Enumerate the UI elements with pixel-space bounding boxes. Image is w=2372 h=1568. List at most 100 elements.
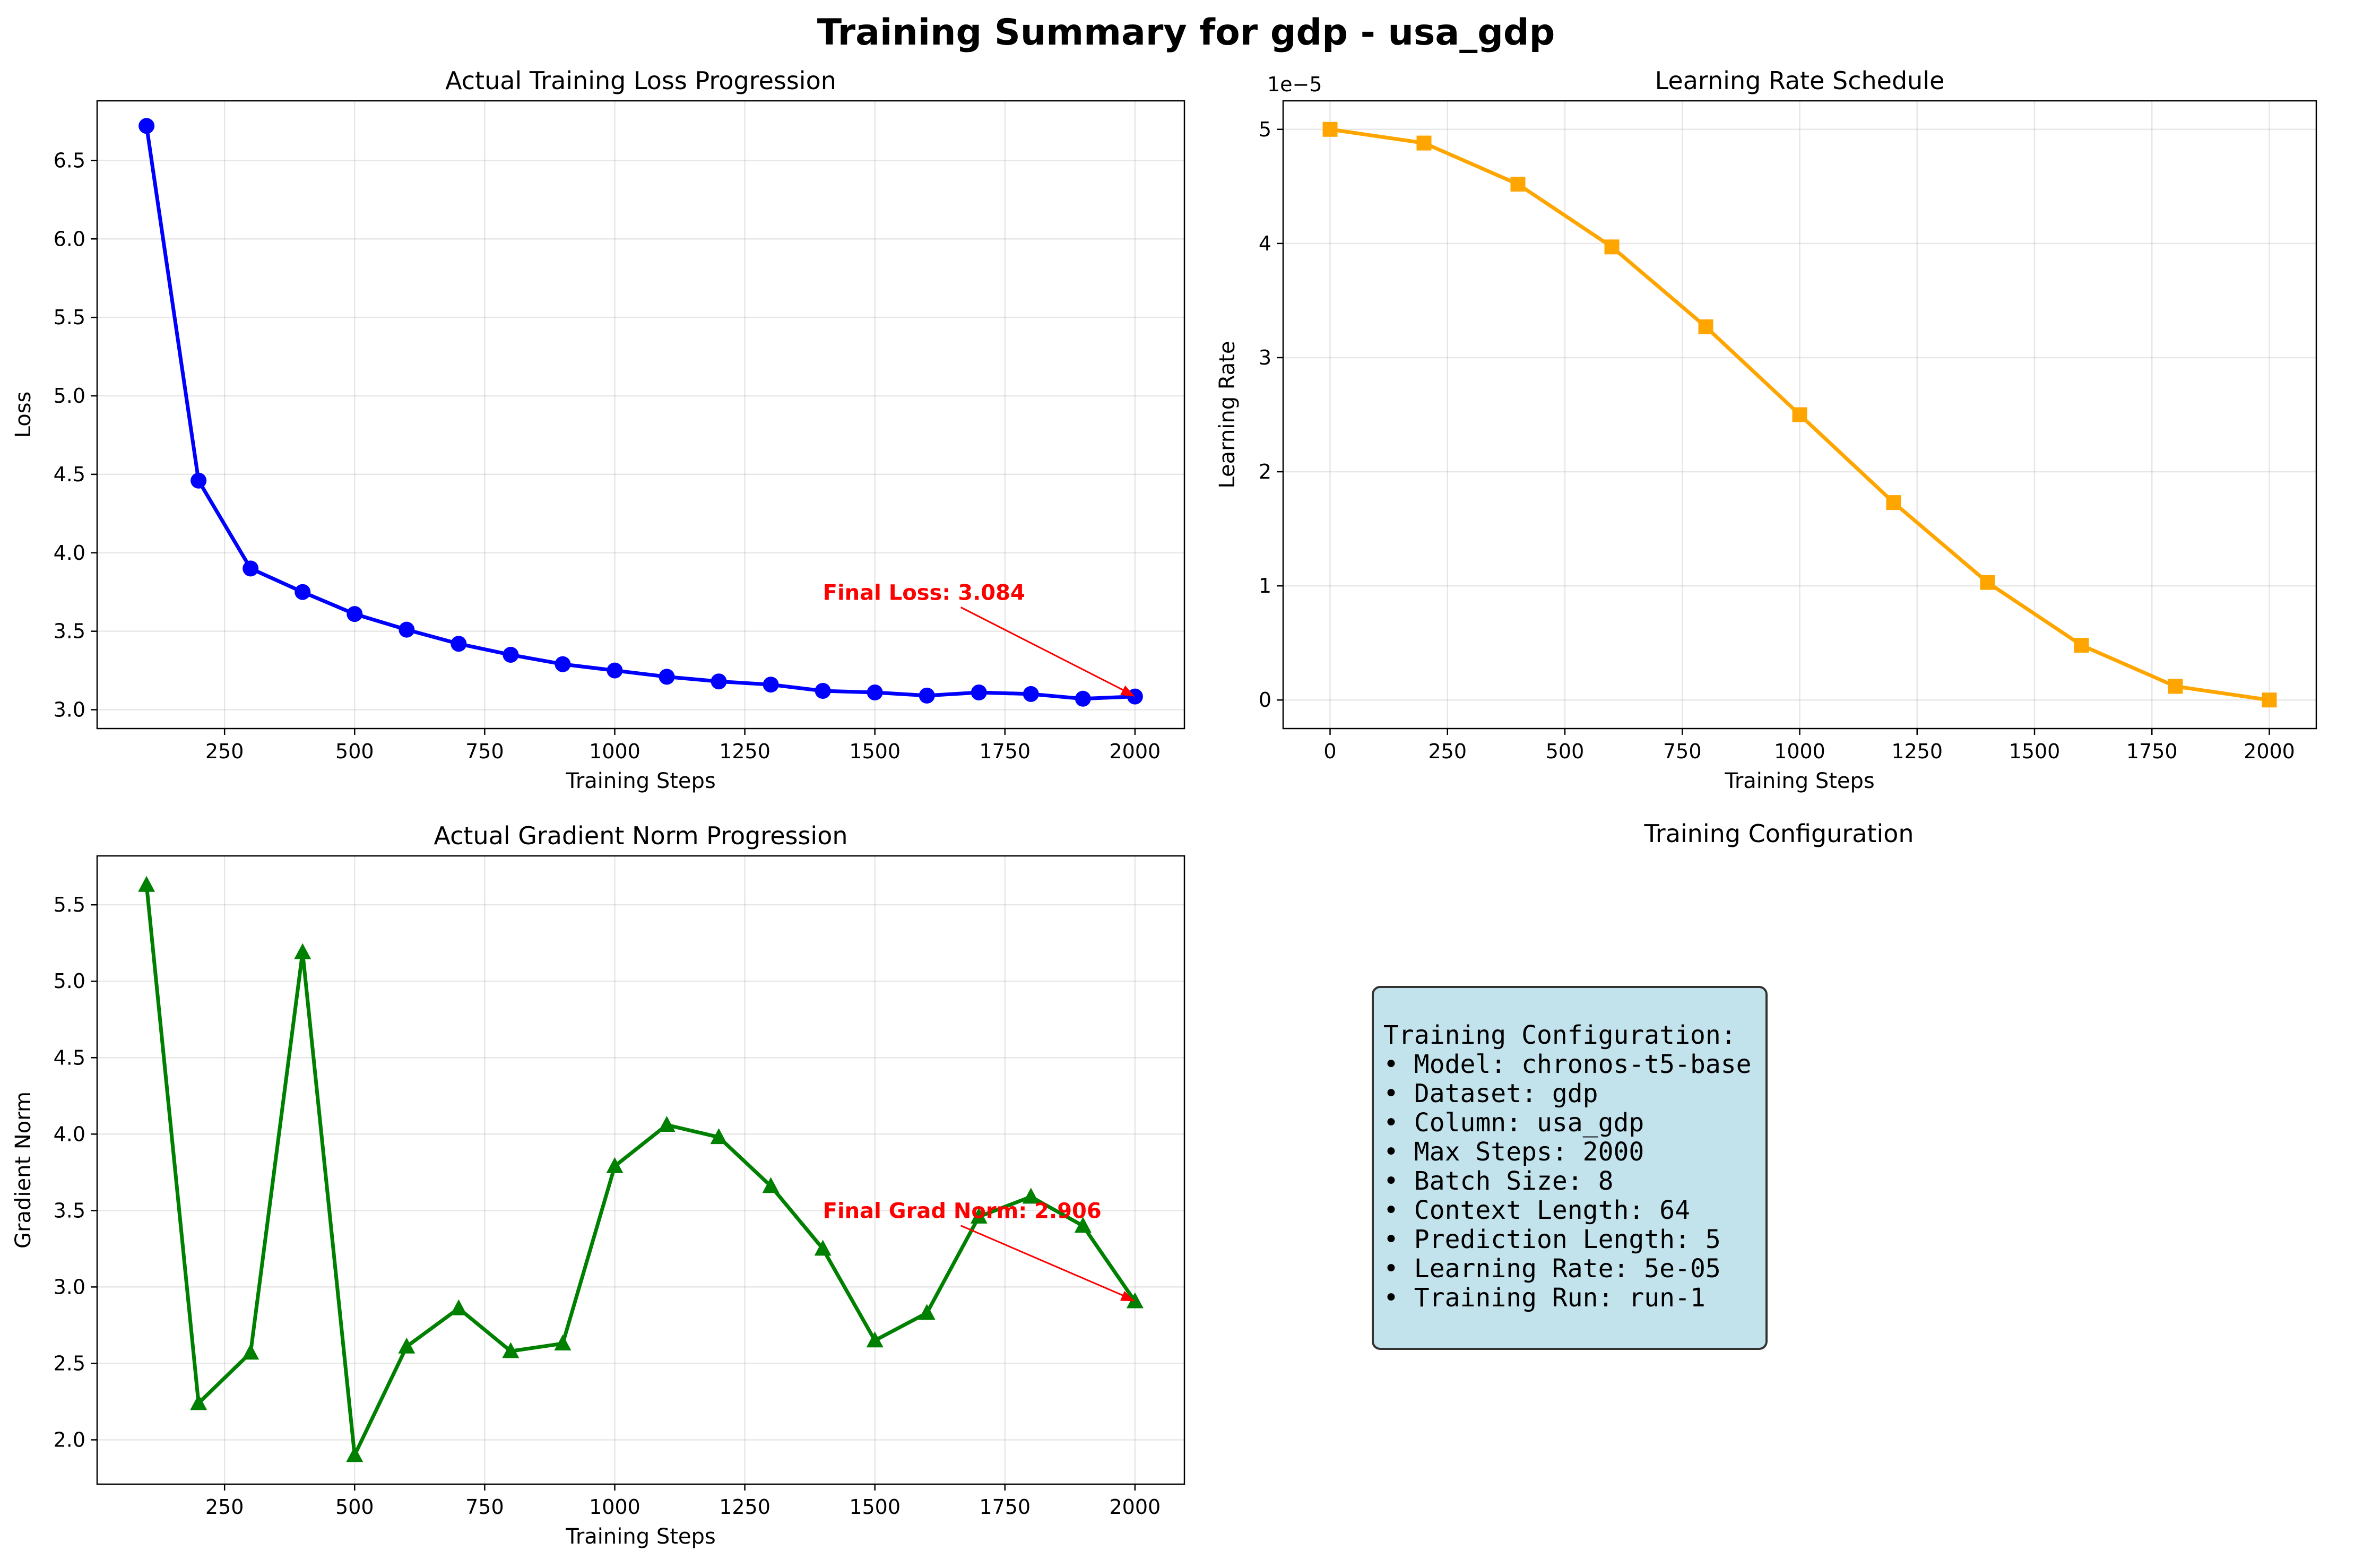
- config-line: Training Configuration:: [1383, 1020, 1736, 1050]
- data-point: [346, 1446, 363, 1462]
- data-point: [1510, 177, 1526, 192]
- grid: [1283, 101, 2316, 729]
- annotation-label: Final Loss: 3.084: [823, 581, 1025, 605]
- y-tick-label: 4.5: [54, 463, 85, 486]
- x-tick-label: 1250: [719, 740, 771, 763]
- x-tick-label: 1750: [2126, 740, 2178, 763]
- y-tick-label: 2.0: [54, 1428, 85, 1451]
- x-tick-label: 1250: [719, 1495, 771, 1519]
- series-line: [144, 125, 1136, 701]
- data-point: [867, 684, 883, 700]
- loss-chart: Actual Training Loss Progression 250 500 75…: [11, 66, 1185, 793]
- x-tick-label: 1000: [589, 740, 640, 763]
- x-axis-label: Training Steps: [1724, 769, 1874, 793]
- x-tick-label: 1750: [979, 740, 1031, 763]
- data-point: [138, 876, 155, 892]
- data-point: [2262, 692, 2277, 708]
- data-point: [2074, 637, 2089, 653]
- data-point: [450, 1299, 468, 1315]
- y-axis-label: Learning Rate: [1215, 341, 1240, 488]
- y-tick-label: 3.0: [54, 1275, 85, 1298]
- config-line: • Training Run: run-1: [1383, 1283, 1706, 1313]
- y-tick-label: 3.5: [54, 1199, 85, 1222]
- data-point: [762, 1177, 780, 1193]
- chart-title: Actual Gradient Norm Progression: [434, 821, 847, 850]
- x-axis-label: Training Steps: [565, 1524, 715, 1549]
- x-axis-label: Training Steps: [565, 769, 715, 793]
- y-tick-label: 5.0: [54, 384, 85, 408]
- data-point: [554, 1334, 572, 1350]
- chart-title: Actual Training Loss Progression: [445, 66, 836, 95]
- data-point: [1416, 135, 1432, 151]
- x-tick-label: 2000: [2244, 740, 2295, 763]
- y-tick-label: 3.5: [54, 620, 85, 643]
- series-line: [144, 885, 1137, 1457]
- y-tick-label: 5: [1259, 118, 1271, 141]
- config-line: • Model: chronos-t5-base: [1383, 1050, 1752, 1079]
- axis-offset-text: 1e−5: [1267, 73, 1322, 96]
- grid: [97, 856, 1184, 1484]
- x-tick-label: 1000: [1774, 740, 1825, 763]
- x-tick-label: 500: [335, 1495, 374, 1519]
- data-point: [866, 1331, 884, 1348]
- y-tick-label: 4: [1259, 232, 1271, 255]
- x-tick-label: 1000: [589, 1495, 640, 1519]
- x-tick-label: 1750: [979, 1495, 1031, 1519]
- y-tick-label: 5.0: [54, 969, 85, 993]
- plot-frame: [1282, 100, 2317, 730]
- x-tick-label: 2000: [1110, 1495, 1161, 1519]
- config-panel-title: Training Configuration: [1644, 819, 1914, 848]
- data-point: [1698, 319, 1713, 334]
- chart-title: Learning Rate Schedule: [1655, 66, 1945, 95]
- data-point: [243, 560, 259, 577]
- data-point: [1604, 239, 1620, 255]
- y-tick-label: 5.5: [54, 306, 85, 329]
- y-tick-label: 6.0: [54, 227, 85, 250]
- data-point: [2168, 679, 2183, 694]
- x-tick-label: 750: [465, 740, 504, 763]
- x-tick-label: 1500: [2009, 740, 2061, 763]
- x-tick-label: 250: [205, 1495, 244, 1519]
- config-line: • Batch Size: 8: [1383, 1166, 1614, 1196]
- data-point: [815, 683, 831, 699]
- x-tick-label: 0: [1323, 740, 1336, 763]
- plot-frame: [96, 855, 1185, 1485]
- data-point: [606, 1157, 624, 1173]
- y-tick-label: 2.5: [54, 1352, 85, 1375]
- data-point: [1322, 122, 1338, 137]
- data-point: [659, 669, 675, 685]
- data-point: [399, 621, 415, 638]
- config-line: • Context Length: 64: [1383, 1196, 1690, 1225]
- data-point: [502, 1342, 520, 1358]
- data-point: [1074, 1217, 1092, 1233]
- config-line: • Prediction Length: 5: [1383, 1225, 1721, 1254]
- annotation-label: Final Grad Norm: 2.906: [823, 1199, 1102, 1224]
- config-box: Training Configuration: • Model: chronos…: [1372, 986, 1768, 1350]
- data-point: [1980, 575, 1995, 590]
- y-tick-label: 4.5: [54, 1046, 85, 1069]
- y-tick-label: 3.0: [54, 698, 85, 722]
- data-point: [658, 1116, 676, 1132]
- data-point: [347, 606, 363, 622]
- x-tick-label: 2000: [1110, 740, 1161, 763]
- x-tick-label: 1500: [849, 740, 901, 763]
- annotation-arrow: [960, 1225, 1132, 1300]
- y-tick-label: 4.0: [54, 1122, 85, 1146]
- data-point: [451, 636, 467, 652]
- x-tick-label: 750: [465, 1495, 504, 1519]
- x-tick-label: 1500: [849, 1495, 901, 1519]
- data-point: [1792, 407, 1807, 422]
- data-point: [1023, 686, 1039, 702]
- data-point: [191, 472, 207, 489]
- data-point: [1022, 1188, 1040, 1204]
- figure-title: Training Summary for gdp - usa_gdp: [817, 12, 1555, 54]
- data-point: [918, 1304, 936, 1320]
- y-tick-label: 4.0: [54, 541, 85, 565]
- data-point: [814, 1240, 832, 1256]
- y-tick-label: 5.5: [54, 893, 85, 916]
- config-line: • Column: usa_gdp: [1383, 1108, 1644, 1138]
- plot-frame: [96, 100, 1185, 730]
- config-line: • Max Steps: 2000: [1383, 1137, 1644, 1167]
- data-point: [1126, 1292, 1144, 1309]
- config-line: • Dataset: gdp: [1383, 1079, 1598, 1108]
